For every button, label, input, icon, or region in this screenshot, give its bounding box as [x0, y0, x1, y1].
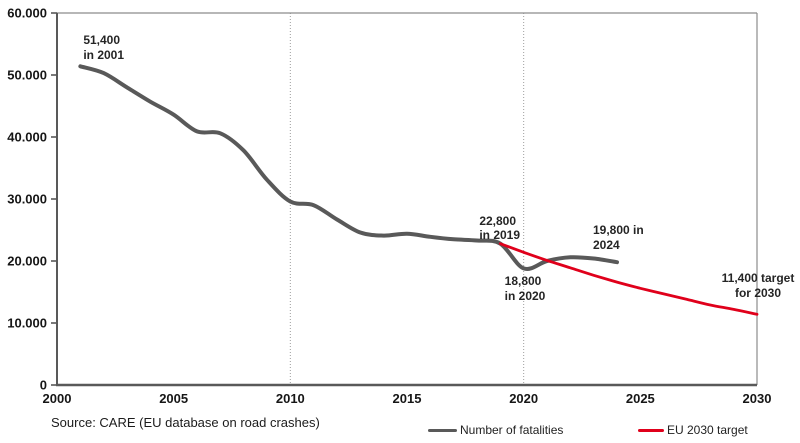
- x-tick-label-2015: 2015: [392, 391, 422, 406]
- annotation-line: in 2019: [479, 228, 521, 243]
- series-eu2030-target-line: [498, 242, 759, 316]
- annotation-line: 19,800 in: [593, 223, 644, 238]
- x-tick-label-2000: 2000: [42, 391, 72, 406]
- legend-item-eu2030-target: EU 2030 target: [638, 423, 748, 437]
- y-tick-label-30.000: 30.000: [7, 191, 47, 207]
- y-tick-label-60.000: 60.000: [7, 5, 47, 21]
- y-tick-label-10.000: 10.000: [7, 315, 47, 331]
- x-tick-label-2025: 2025: [625, 391, 655, 406]
- x-tick-label-2020: 2020: [509, 391, 539, 406]
- annotation-line: in 2020: [504, 288, 546, 303]
- annotation-2020-value: 18,800 in 2020: [505, 274, 546, 303]
- fatalities-line-swatch-icon: [428, 428, 457, 432]
- legend-label-fatalities: Number of fatalities: [460, 423, 564, 437]
- annotation-line: 51,400: [83, 33, 121, 48]
- x-tick-label-2005: 2005: [159, 391, 189, 406]
- legend-item-fatalities: Number of fatalities: [428, 423, 563, 437]
- annotation-2030-target: 11,400 target for 2030: [722, 271, 795, 300]
- x-tick-label-2010: 2010: [275, 391, 305, 406]
- annotation-2001-value: 51,400 in 2001: [83, 33, 124, 62]
- source-note: Source: CARE (EU database on road crashe…: [51, 415, 320, 430]
- annotation-line: 11,400 target: [721, 271, 795, 286]
- annotation-line: 18,800: [504, 274, 542, 289]
- annotation-line: in 2001: [83, 47, 125, 62]
- x-tick-label-2030: 2030: [742, 391, 772, 406]
- annotation-line: 2024: [593, 237, 620, 252]
- target-line-swatch-icon: [638, 428, 664, 432]
- annotation-2024-value: 19,800 in 2024: [593, 223, 644, 252]
- series-fatalities-line: [78, 64, 619, 271]
- annotation-line: 22,800: [479, 213, 517, 228]
- y-tick-label-50.000: 50.000: [7, 67, 47, 83]
- annotation-2019-value: 22,800 in 2019: [479, 214, 520, 243]
- annotation-line: for 2030: [734, 285, 782, 300]
- y-tick-label-40.000: 40.000: [7, 129, 47, 145]
- legend-label-target: EU 2030 target: [667, 423, 748, 437]
- y-tick-label-20.000: 20.000: [7, 253, 47, 269]
- y-tick-label-0: 0: [39, 377, 47, 393]
